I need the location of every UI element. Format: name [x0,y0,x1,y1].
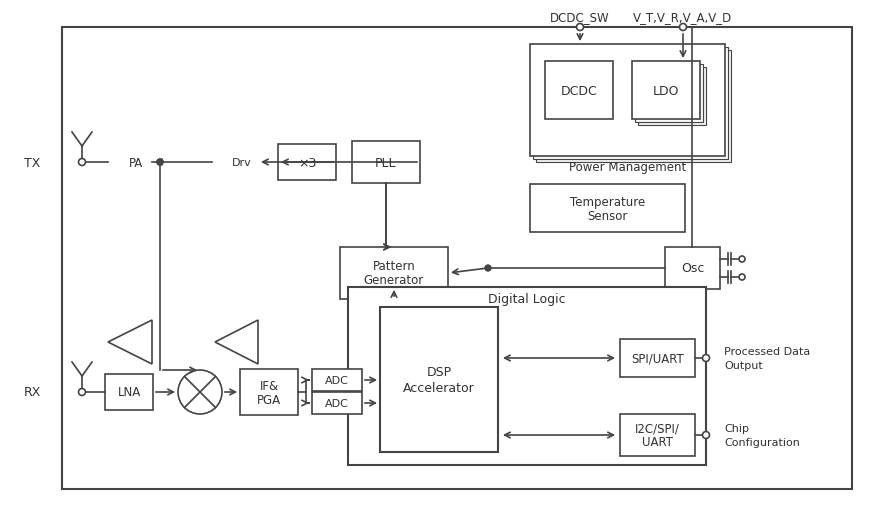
Circle shape [703,355,710,362]
Text: Chip: Chip [724,423,749,433]
Text: Accelerator: Accelerator [403,381,475,394]
Text: Sensor: Sensor [587,209,628,222]
Text: ADC: ADC [325,398,349,408]
Text: IF&: IF& [259,379,279,392]
Bar [536,51,731,163]
Text: Configuration: Configuration [724,437,800,447]
Bar [278,145,336,181]
Bar [530,45,725,157]
Text: I2C/SPI/: I2C/SPI/ [635,422,680,435]
Circle shape [178,370,222,414]
Bar [533,48,728,160]
Circle shape [576,24,583,31]
Bar [635,65,703,123]
Text: DSP: DSP [427,365,451,378]
Text: Temperature: Temperature [570,195,645,208]
Text: Power Management: Power Management [569,160,686,173]
Circle shape [79,159,86,166]
Text: Digital Logic: Digital Logic [488,293,566,306]
Bar [312,392,362,414]
Text: Pattern: Pattern [372,260,415,273]
Circle shape [485,266,491,272]
Text: RX: RX [24,386,40,399]
Bar [340,247,448,299]
Text: V_T,V_R,V_A,V_D: V_T,V_R,V_A,V_D [633,12,732,24]
Bar [348,287,706,465]
Circle shape [79,389,86,396]
Bar [352,142,420,184]
Bar [638,68,706,126]
Text: Generator: Generator [364,274,424,287]
Circle shape [157,160,163,166]
Text: Processed Data: Processed Data [724,346,810,357]
Circle shape [739,274,745,280]
Text: Output: Output [724,360,763,370]
Polygon shape [108,320,152,364]
Circle shape [739,257,745,263]
Text: DCDC: DCDC [561,84,597,97]
Bar [665,247,720,289]
Text: LNA: LNA [117,386,141,399]
Bar [545,62,613,120]
Bar [620,414,695,456]
Bar [312,369,362,391]
Text: DCDC_SW: DCDC_SW [550,12,610,24]
Text: PGA: PGA [257,393,281,406]
Bar [380,308,498,452]
Text: Drv: Drv [232,158,252,168]
Circle shape [703,432,710,439]
Circle shape [680,24,687,31]
Text: LDO: LDO [653,84,679,97]
Bar [530,185,685,232]
Text: PA: PA [129,156,143,169]
Text: TX: TX [24,156,40,169]
Circle shape [157,160,163,166]
Text: PLL: PLL [375,156,397,169]
Bar [620,339,695,377]
Bar [105,374,153,410]
Bar [632,62,700,120]
Text: ×3: ×3 [298,156,316,169]
Polygon shape [215,320,258,364]
Text: Osc: Osc [681,262,704,275]
Text: SPI/UART: SPI/UART [631,352,684,365]
Text: UART: UART [642,436,673,448]
Text: ADC: ADC [325,375,349,385]
Bar [240,369,298,415]
